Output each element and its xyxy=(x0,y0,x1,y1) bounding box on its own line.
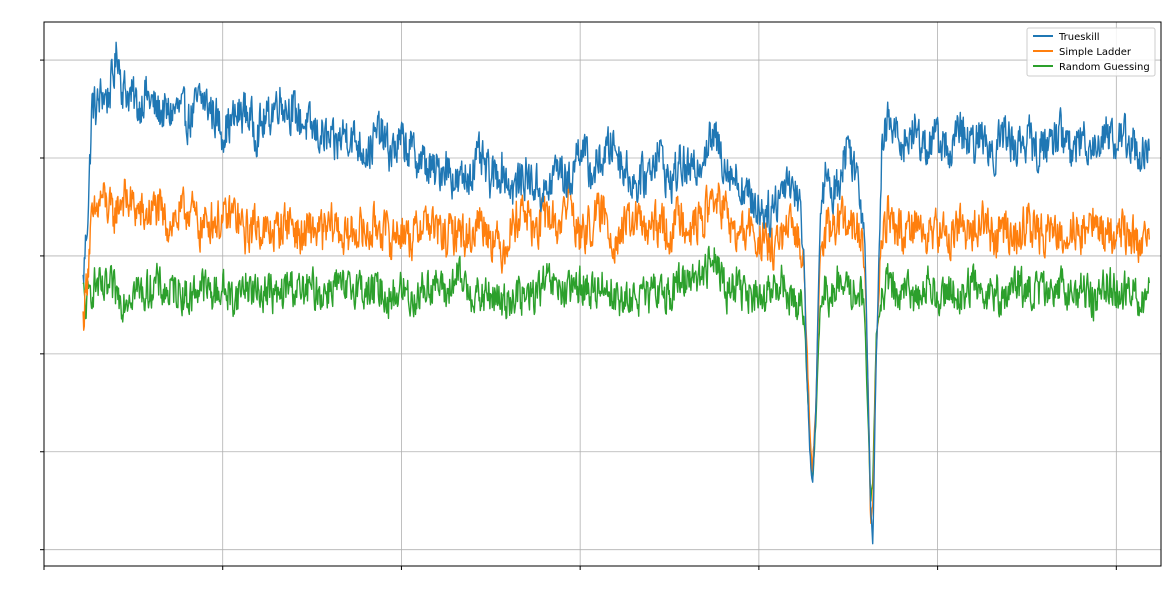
series-line-random-guessing xyxy=(82,245,1150,502)
legend-label-trueskill: Trueskill xyxy=(1058,32,1100,43)
series-lines xyxy=(82,41,1150,545)
legend-label-simple-ladder: Simple Ladder xyxy=(1059,47,1132,58)
legend-label-random-guessing: Random Guessing xyxy=(1059,62,1150,73)
legend: Trueskill Simple Ladder Random Guessing xyxy=(1026,27,1156,77)
legend-box xyxy=(1026,27,1156,77)
plot-frame xyxy=(43,21,1162,567)
axis-ticks xyxy=(40,59,1117,570)
series-line-simple-ladder xyxy=(82,178,1150,524)
series-line-trueskill xyxy=(82,41,1150,545)
